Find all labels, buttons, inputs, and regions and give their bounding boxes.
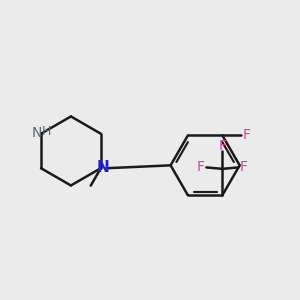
- Text: F: F: [240, 160, 248, 174]
- Text: F: F: [197, 160, 205, 174]
- Text: N: N: [32, 126, 42, 140]
- Text: F: F: [218, 139, 226, 153]
- Text: F: F: [243, 128, 251, 142]
- Text: N: N: [96, 160, 109, 175]
- Text: H: H: [42, 125, 51, 138]
